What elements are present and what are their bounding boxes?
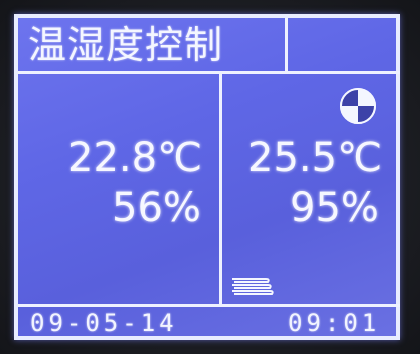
right-humidity-reading: 95% [290,185,379,231]
left-temperature-reading: 22.8℃ [68,135,202,181]
left-humidity-reading: 56% [112,185,201,231]
fan-icon [340,88,376,124]
footer-divider [18,304,400,307]
top-divider [284,71,400,74]
time-display: 09:01 [288,309,381,337]
panel-divider [219,74,222,306]
lcd-screen: 温湿度控制 22.8℃ 56% 25.5℃ 95% 09-05-14 09:01 [14,14,400,340]
screen-title: 温湿度控制 [28,23,224,67]
right-temperature-reading: 25.5℃ [248,135,382,181]
date-display: 09-05-14 [30,309,178,337]
heater-icon [232,278,274,295]
title-bar: 温湿度控制 [18,18,288,74]
